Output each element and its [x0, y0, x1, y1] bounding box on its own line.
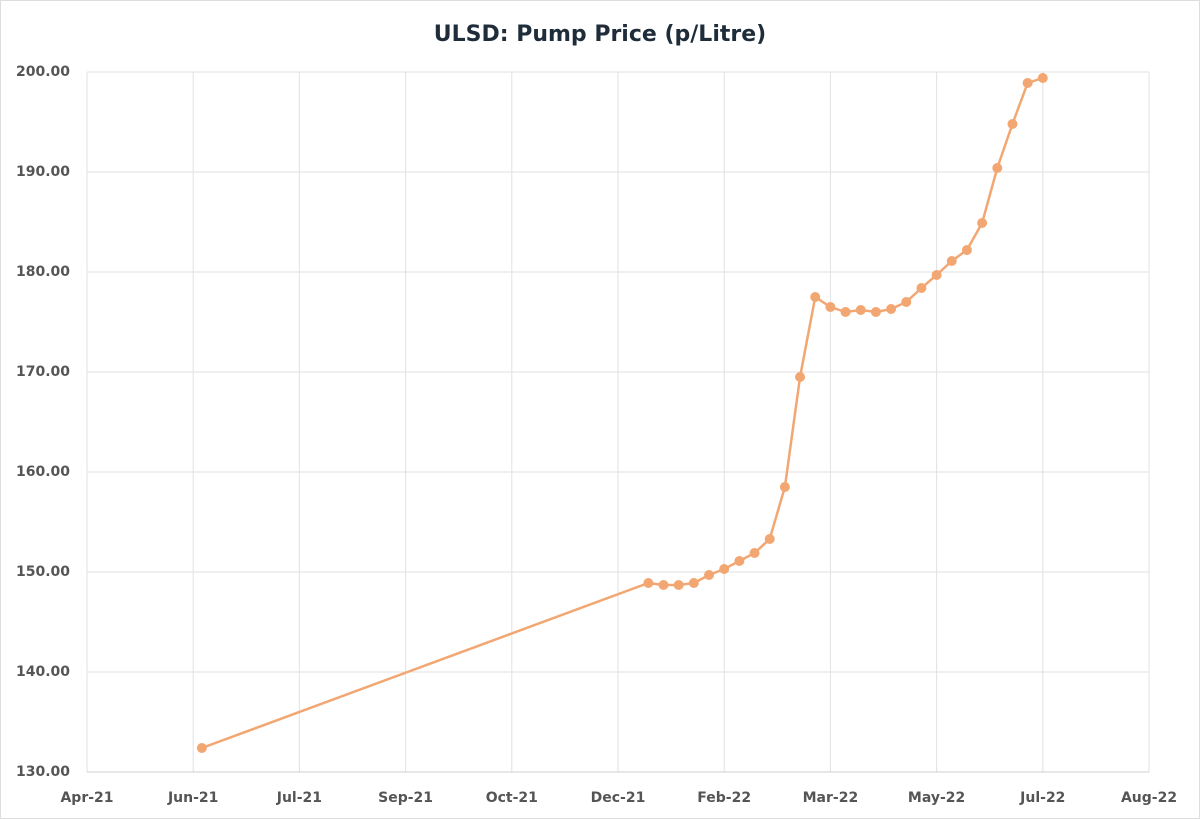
- point: [992, 163, 1003, 173]
- point: [1037, 73, 1048, 83]
- point: [719, 564, 730, 574]
- point: [1022, 78, 1033, 88]
- x-tick-label: Mar-22: [803, 790, 859, 806]
- x-tick-label: Aug-22: [1121, 790, 1177, 806]
- x-tick-label: Feb-22: [697, 790, 751, 806]
- point: [946, 256, 957, 266]
- x-tick-label: Dec-21: [591, 790, 646, 806]
- line: [201, 76, 1044, 750]
- y-tick-label: 160.00: [16, 464, 70, 480]
- y-tick-label: 130.00: [16, 764, 70, 780]
- point: [855, 305, 866, 315]
- x-tick-label: May-22: [908, 790, 965, 806]
- x-tick-label: Jun-21: [167, 790, 218, 806]
- point: [901, 297, 912, 307]
- y-tick-label: 190.00: [16, 164, 70, 180]
- point: [916, 283, 927, 293]
- point: [643, 578, 654, 588]
- x-tick-label: Apr-21: [60, 790, 113, 806]
- point: [795, 372, 806, 382]
- point: [764, 534, 775, 544]
- y-tick-label: 150.00: [16, 564, 70, 580]
- y-tick-label: 170.00: [16, 364, 70, 380]
- point: [658, 580, 669, 590]
- point: [810, 292, 821, 302]
- point: [931, 270, 942, 280]
- chart-title: ULSD: Pump Price (p/Litre): [434, 22, 766, 47]
- x-tick-label: Jul-21: [276, 790, 322, 806]
- point: [870, 307, 881, 317]
- x-tick-label: Sep-21: [378, 790, 433, 806]
- x-tick-label: Jul-22: [1019, 790, 1065, 806]
- point: [749, 548, 760, 558]
- y-tick-label: 180.00: [16, 264, 70, 280]
- point: [840, 307, 851, 317]
- point: [688, 578, 699, 588]
- point: [977, 218, 988, 228]
- x-tick-label: Oct-21: [486, 790, 538, 806]
- point: [886, 304, 897, 314]
- point: [961, 245, 972, 255]
- point: [673, 580, 684, 590]
- point: [196, 743, 207, 753]
- point: [704, 570, 715, 580]
- point: [734, 556, 745, 566]
- point: [1007, 119, 1018, 129]
- point: [779, 482, 790, 492]
- point: [825, 302, 836, 312]
- y-tick-label: 200.00: [16, 64, 70, 80]
- y-tick-label: 140.00: [16, 664, 70, 680]
